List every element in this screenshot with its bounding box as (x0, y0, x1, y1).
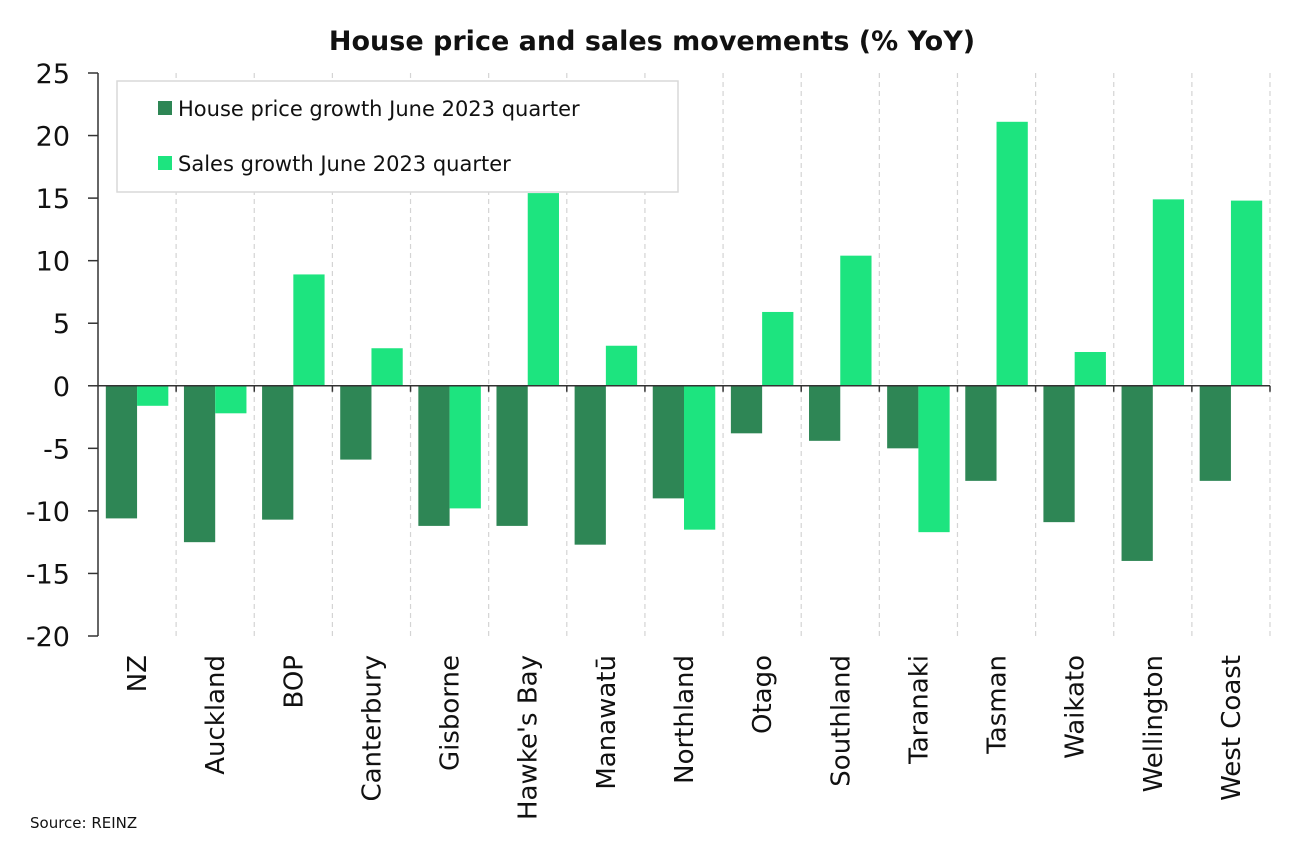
house-price-bar-14 (1199, 385, 1231, 481)
house-price-bar-11 (965, 385, 997, 481)
legend: House price growth June 2023 quarter Sal… (116, 80, 679, 193)
legend-swatch-sales (158, 156, 172, 170)
x-tick-label: Northland (670, 655, 700, 784)
x-tick-label: Hawke's Bay (514, 655, 544, 820)
y-tick-label: 15 (36, 184, 70, 215)
house-price-bar-10 (887, 385, 919, 449)
y-tick-label: -5 (43, 434, 70, 465)
house-price-bar-7 (652, 385, 684, 499)
x-tick-label: Canterbury (357, 655, 387, 802)
y-tick-label: -20 (26, 622, 70, 653)
x-tick-label: Gisborne (436, 655, 466, 771)
house-price-bar-12 (1043, 385, 1075, 523)
y-tick-label: 0 (53, 372, 70, 403)
house-price-bar-6 (574, 385, 606, 545)
y-tick-label: 20 (36, 122, 70, 153)
sales-bar-9 (840, 255, 872, 386)
x-tick-label: Manawatū (592, 655, 622, 790)
sales-bar-5 (527, 193, 559, 386)
source-note: Source: REINZ (30, 814, 137, 832)
house-price-bar-0 (105, 385, 138, 519)
y-tick-label: 5 (53, 309, 70, 340)
legend-box (116, 80, 679, 193)
legend-label-sales: Sales growth June 2023 quarter (178, 152, 511, 176)
y-tick-label: 10 (36, 247, 70, 278)
sales-bar-6 (605, 345, 638, 386)
house-price-bar-4 (418, 385, 450, 526)
x-tick-label: BOP (279, 655, 309, 709)
x-tick-label: Wellington (1139, 655, 1169, 792)
x-tick-label: Otago (748, 655, 778, 734)
x-tick-label: Southland (826, 655, 856, 787)
house-price-bar-13 (1121, 385, 1153, 561)
legend-label-house-price: House price growth June 2023 quarter (178, 97, 580, 121)
house-price-bar-2 (262, 385, 294, 520)
y-tick-label: -10 (26, 497, 70, 528)
x-tick-label: Tasman (983, 655, 1013, 755)
x-tick-label: Auckland (201, 655, 231, 775)
sales-bar-12 (1074, 351, 1106, 386)
house-price-bar-8 (730, 385, 763, 434)
house-price-bar-3 (340, 385, 372, 460)
y-tick-label: 25 (36, 59, 70, 90)
sales-bar-4 (449, 385, 481, 509)
house-price-bar-5 (496, 385, 528, 526)
y-tick-label: -15 (26, 559, 70, 590)
sales-bar-2 (293, 274, 325, 386)
sales-bar-1 (215, 385, 247, 414)
sales-bar-0 (137, 385, 169, 406)
x-tick-label: West Coast (1217, 655, 1247, 801)
house-price-bar-9 (809, 385, 841, 441)
sales-bar-3 (371, 348, 403, 386)
sales-bar-10 (918, 385, 950, 533)
sales-bar-8 (762, 311, 794, 386)
sales-bar-7 (684, 385, 716, 530)
legend-swatch-house-price (158, 101, 172, 115)
sales-bar-11 (996, 121, 1028, 386)
house-price-bar-1 (183, 385, 216, 543)
x-tick-label: Waikato (1061, 655, 1091, 759)
sales-bar-14 (1230, 200, 1263, 386)
chart-title: House price and sales movements (% YoY) (329, 26, 975, 57)
sales-bar-13 (1152, 199, 1185, 386)
x-tick-label: NZ (123, 655, 153, 692)
x-tick-label: Taranaki (904, 655, 934, 765)
